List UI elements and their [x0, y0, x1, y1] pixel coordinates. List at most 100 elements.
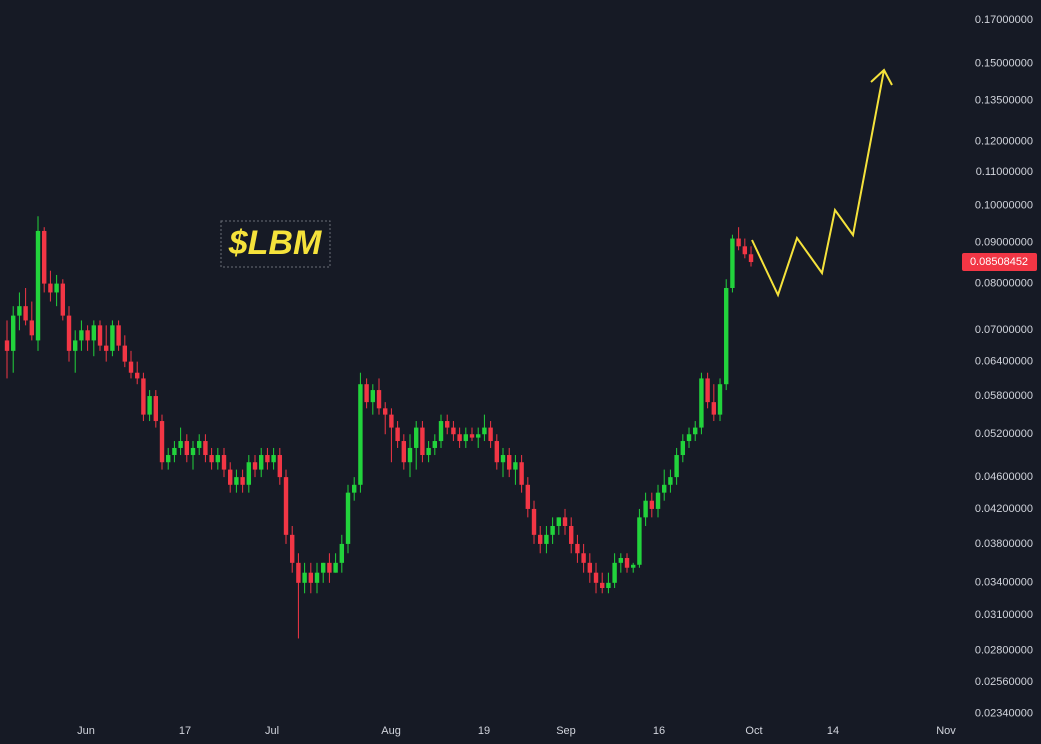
candle-body — [203, 441, 208, 456]
candle-body — [290, 534, 295, 563]
projection-arrow — [870, 68, 893, 86]
candle-body — [519, 462, 524, 485]
candle-body — [364, 384, 369, 403]
x-tick-label: Sep — [556, 725, 576, 737]
candle-body — [544, 534, 549, 544]
candle-body — [104, 345, 109, 351]
x-tick-label: Nov — [936, 725, 956, 737]
candle-body — [587, 562, 593, 573]
candle-body — [469, 434, 475, 438]
candle-body — [48, 283, 53, 293]
candle-body — [581, 553, 586, 563]
projection-line — [751, 69, 885, 298]
candle-body — [54, 283, 59, 293]
candle-body — [333, 562, 338, 573]
candle-body — [569, 525, 574, 544]
candle-body — [717, 384, 723, 415]
price-label-box — [962, 253, 1037, 272]
y-tick-label: 0.13500000 — [975, 95, 1033, 107]
candle-body — [339, 543, 345, 563]
candle-body — [643, 500, 648, 518]
candle-body — [240, 477, 245, 485]
y-tick-label: 0.06400000 — [975, 356, 1033, 368]
y-tick-label: 0.05800000 — [975, 390, 1033, 402]
candle-body — [674, 455, 679, 478]
y-tick-label: 0.03100000 — [975, 609, 1033, 621]
candle-body — [699, 378, 704, 428]
candle-body — [500, 455, 506, 463]
candle-body — [420, 427, 425, 456]
candle-body — [507, 455, 512, 470]
candle-body — [426, 447, 431, 456]
candle-body — [445, 421, 450, 428]
candle-body — [438, 421, 444, 442]
candle-body — [184, 441, 190, 456]
candle-body — [345, 492, 351, 544]
x-tick-label: 19 — [478, 725, 490, 737]
candle-body — [79, 330, 84, 341]
candle-body — [73, 340, 78, 351]
candle-body — [606, 582, 611, 589]
candle-body — [147, 396, 152, 415]
candle-body — [221, 455, 227, 470]
candle-body — [748, 254, 754, 263]
candle-body — [463, 434, 469, 442]
candle-body — [686, 434, 692, 442]
candle-body — [668, 477, 673, 485]
candle-body — [407, 447, 413, 463]
candle-body — [197, 441, 202, 448]
candle-body — [135, 372, 140, 379]
candle-body — [482, 427, 487, 435]
x-tick-label: Jul — [265, 725, 279, 737]
candle-body — [693, 427, 698, 435]
y-tick-label: 0.17000000 — [975, 14, 1033, 26]
candle-body — [153, 396, 159, 422]
candle-body — [395, 427, 400, 442]
candle-body — [128, 361, 134, 373]
candle-body — [234, 477, 239, 485]
candle-body — [358, 384, 363, 485]
candle-body — [215, 455, 221, 463]
candle-body — [110, 325, 115, 351]
candle-body — [451, 427, 456, 435]
candle-body — [308, 572, 314, 583]
candle-body — [618, 558, 624, 563]
candle-body — [246, 462, 252, 485]
candle-body — [141, 378, 146, 415]
candle-body — [556, 517, 562, 526]
candle-body — [649, 500, 655, 509]
candle-body — [593, 572, 599, 583]
y-tick-label: 0.05200000 — [975, 428, 1033, 440]
candle-body — [730, 238, 735, 288]
candle-body — [283, 477, 289, 535]
candle-body — [352, 484, 357, 493]
candle-body — [637, 517, 642, 565]
candle-body — [314, 572, 320, 583]
candle-body — [538, 534, 543, 544]
candle-body — [42, 230, 47, 284]
candle-body — [23, 306, 28, 321]
candle-body — [116, 325, 121, 346]
candle-body — [17, 306, 22, 316]
candle-body — [91, 325, 97, 341]
candle-body — [370, 390, 376, 403]
candle-body — [321, 562, 326, 573]
x-tick-label: Jun — [77, 725, 95, 737]
candle-body — [376, 390, 382, 409]
candle-body — [172, 447, 177, 456]
candle-body — [631, 564, 636, 568]
candle-body — [11, 315, 16, 351]
candle-body — [159, 421, 165, 463]
candle-body — [228, 469, 233, 485]
candle-body — [383, 408, 388, 415]
x-tick-label: 14 — [827, 725, 839, 737]
candle-body — [302, 572, 307, 583]
annotation-box — [220, 220, 331, 268]
candle-body — [389, 414, 394, 428]
y-tick-label: 0.09000000 — [975, 236, 1033, 248]
price-label: 0.08508452 — [970, 256, 1028, 268]
candle-body — [277, 455, 283, 478]
candle-body — [655, 492, 661, 509]
candle-body — [624, 558, 630, 568]
